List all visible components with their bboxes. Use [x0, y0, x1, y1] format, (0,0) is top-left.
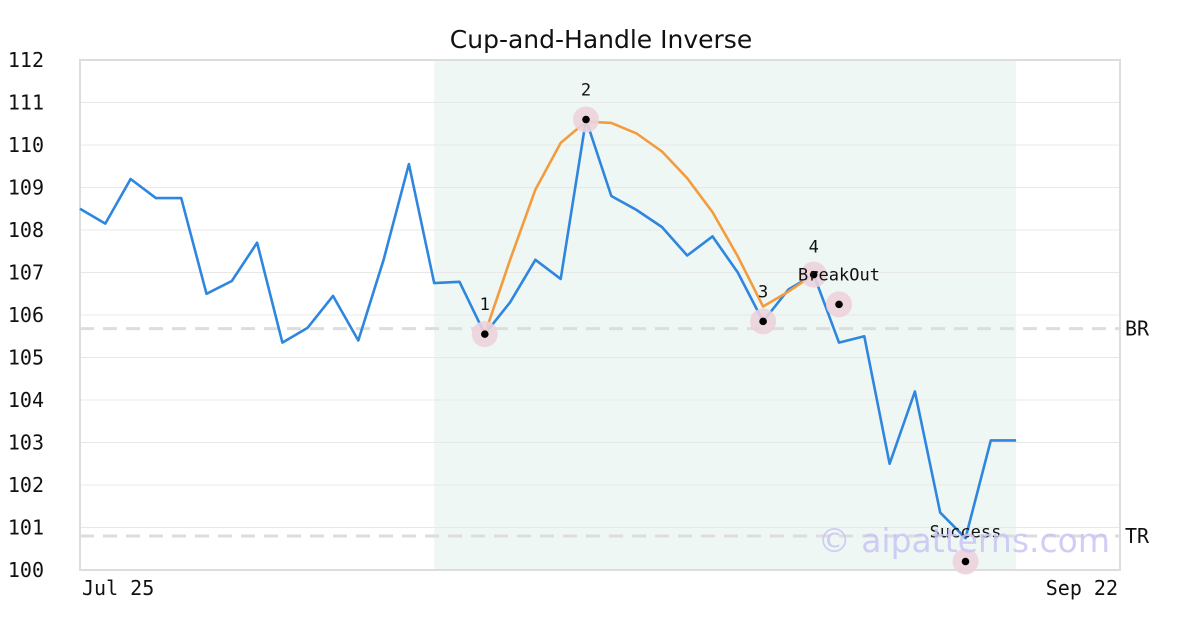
y-tick-label-103: 103	[8, 431, 44, 455]
price-line	[79, 118, 1017, 540]
marker-label-1: 1	[480, 295, 490, 315]
y-tick-label-106: 106	[8, 303, 44, 327]
y-tick-label-104: 104	[8, 388, 44, 412]
y-axis-ticks: 100 101 102 103 104 105 106 107 108 109 110 111 112	[8, 48, 44, 582]
y-tick-label-111: 111	[8, 91, 44, 115]
marker-dot-4	[809, 270, 818, 279]
x-axis-ticks: Jul 25 Sep 22	[82, 576, 1118, 600]
level-label-tr: TR	[1125, 524, 1150, 548]
y-tick-label-110: 110	[8, 133, 44, 157]
y-tick-label-108: 108	[8, 218, 44, 242]
y-tick-label-101: 101	[8, 516, 44, 540]
x-tick-label-end: Sep 22	[1046, 576, 1118, 600]
level-label-br: BR	[1125, 317, 1150, 341]
y-tick-label-107: 107	[8, 261, 44, 285]
marker-label-success: Success	[930, 523, 1002, 543]
marker-label-breakout: BreakOut	[798, 265, 880, 285]
marker-dot-success	[961, 557, 970, 566]
marker-label-3: 3	[758, 282, 768, 302]
watermark: © aipatterns.com	[818, 521, 1110, 560]
chart-title: Cup-and-Handle Inverse	[450, 25, 752, 54]
y-tick-label-109: 109	[8, 176, 44, 200]
y-tick-label-102: 102	[8, 473, 44, 497]
marker-dot-2	[582, 115, 590, 124]
plot-frame	[79, 59, 1121, 571]
cup-curve	[483, 120, 815, 335]
price-series	[79, 118, 1017, 540]
marker-dot-1	[481, 330, 489, 338]
pattern-markers: 1 2 3 4 BreakOut Success	[471, 81, 1002, 575]
cup-line	[483, 120, 815, 335]
marker-label-2: 2	[581, 81, 591, 101]
marker-label-4: 4	[809, 238, 819, 258]
x-tick-label-start: Jul 25	[82, 576, 154, 600]
y-tick-label-100: 100	[8, 558, 44, 582]
y-tick-label-105: 105	[8, 346, 44, 370]
marker-dot-breakout	[835, 300, 843, 309]
y-tick-label-112: 112	[8, 48, 44, 72]
marker-dot-3	[759, 317, 767, 326]
level-lines: BR TR	[80, 317, 1150, 548]
